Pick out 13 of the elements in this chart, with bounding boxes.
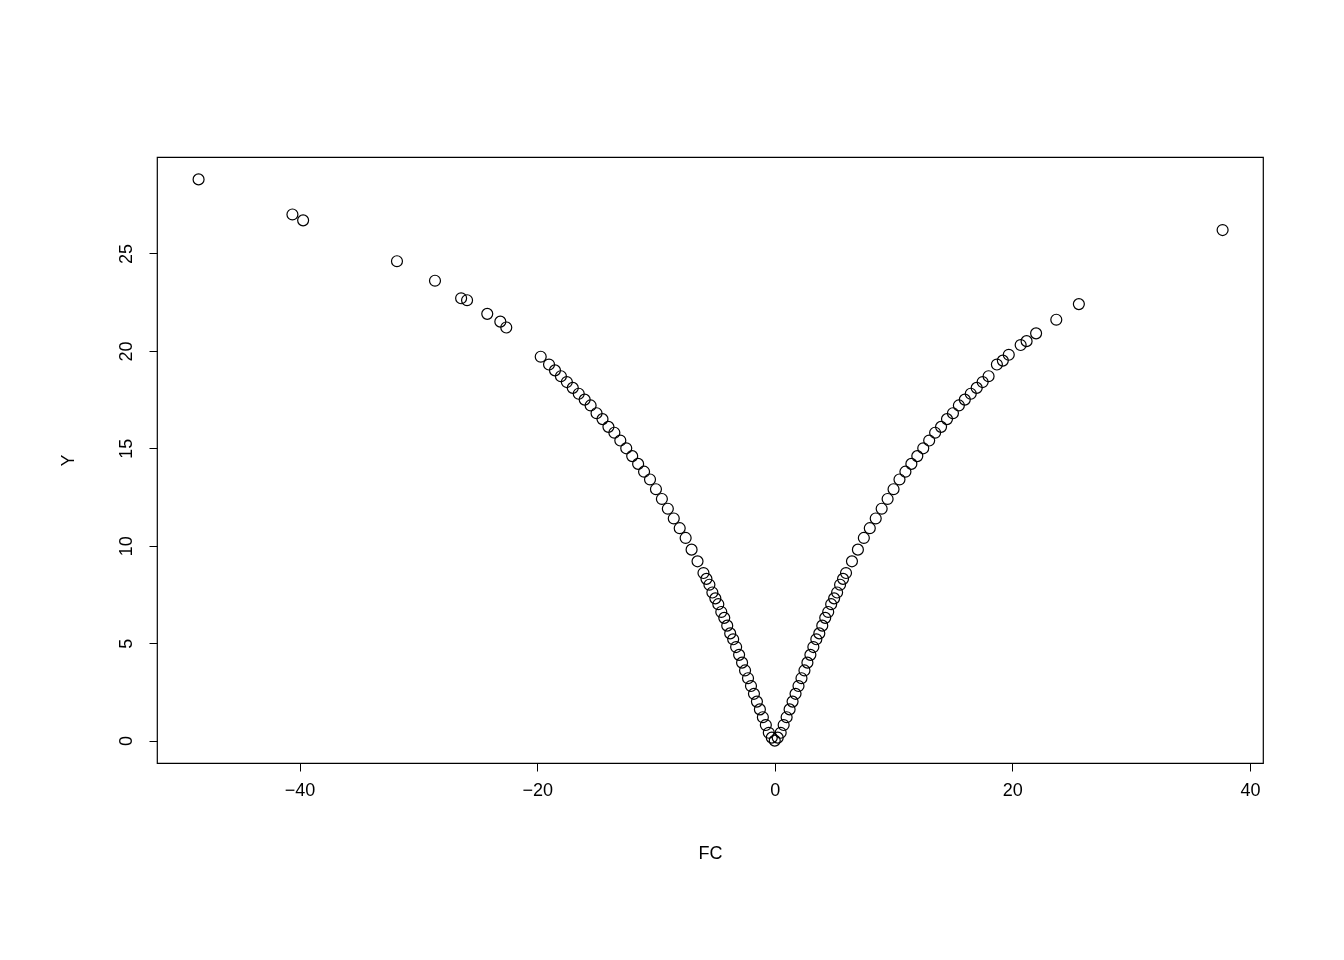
y-tick-label: 5 — [115, 638, 136, 649]
y-tick-label: 10 — [115, 536, 136, 557]
x-tick-label: −40 — [284, 779, 316, 800]
y-tick-label: 25 — [115, 243, 136, 264]
y-tick-label: 20 — [115, 341, 136, 362]
y-axis-title: Y — [57, 454, 78, 467]
x-tick-label: 0 — [770, 779, 781, 800]
y-tick-label: 15 — [115, 438, 136, 459]
x-tick-label: 20 — [1002, 779, 1023, 800]
y-tick-label: 0 — [115, 736, 136, 747]
x-axis-title: FC — [698, 842, 723, 863]
x-tick-label: −20 — [522, 779, 553, 800]
x-tick-label: 40 — [1240, 779, 1261, 800]
